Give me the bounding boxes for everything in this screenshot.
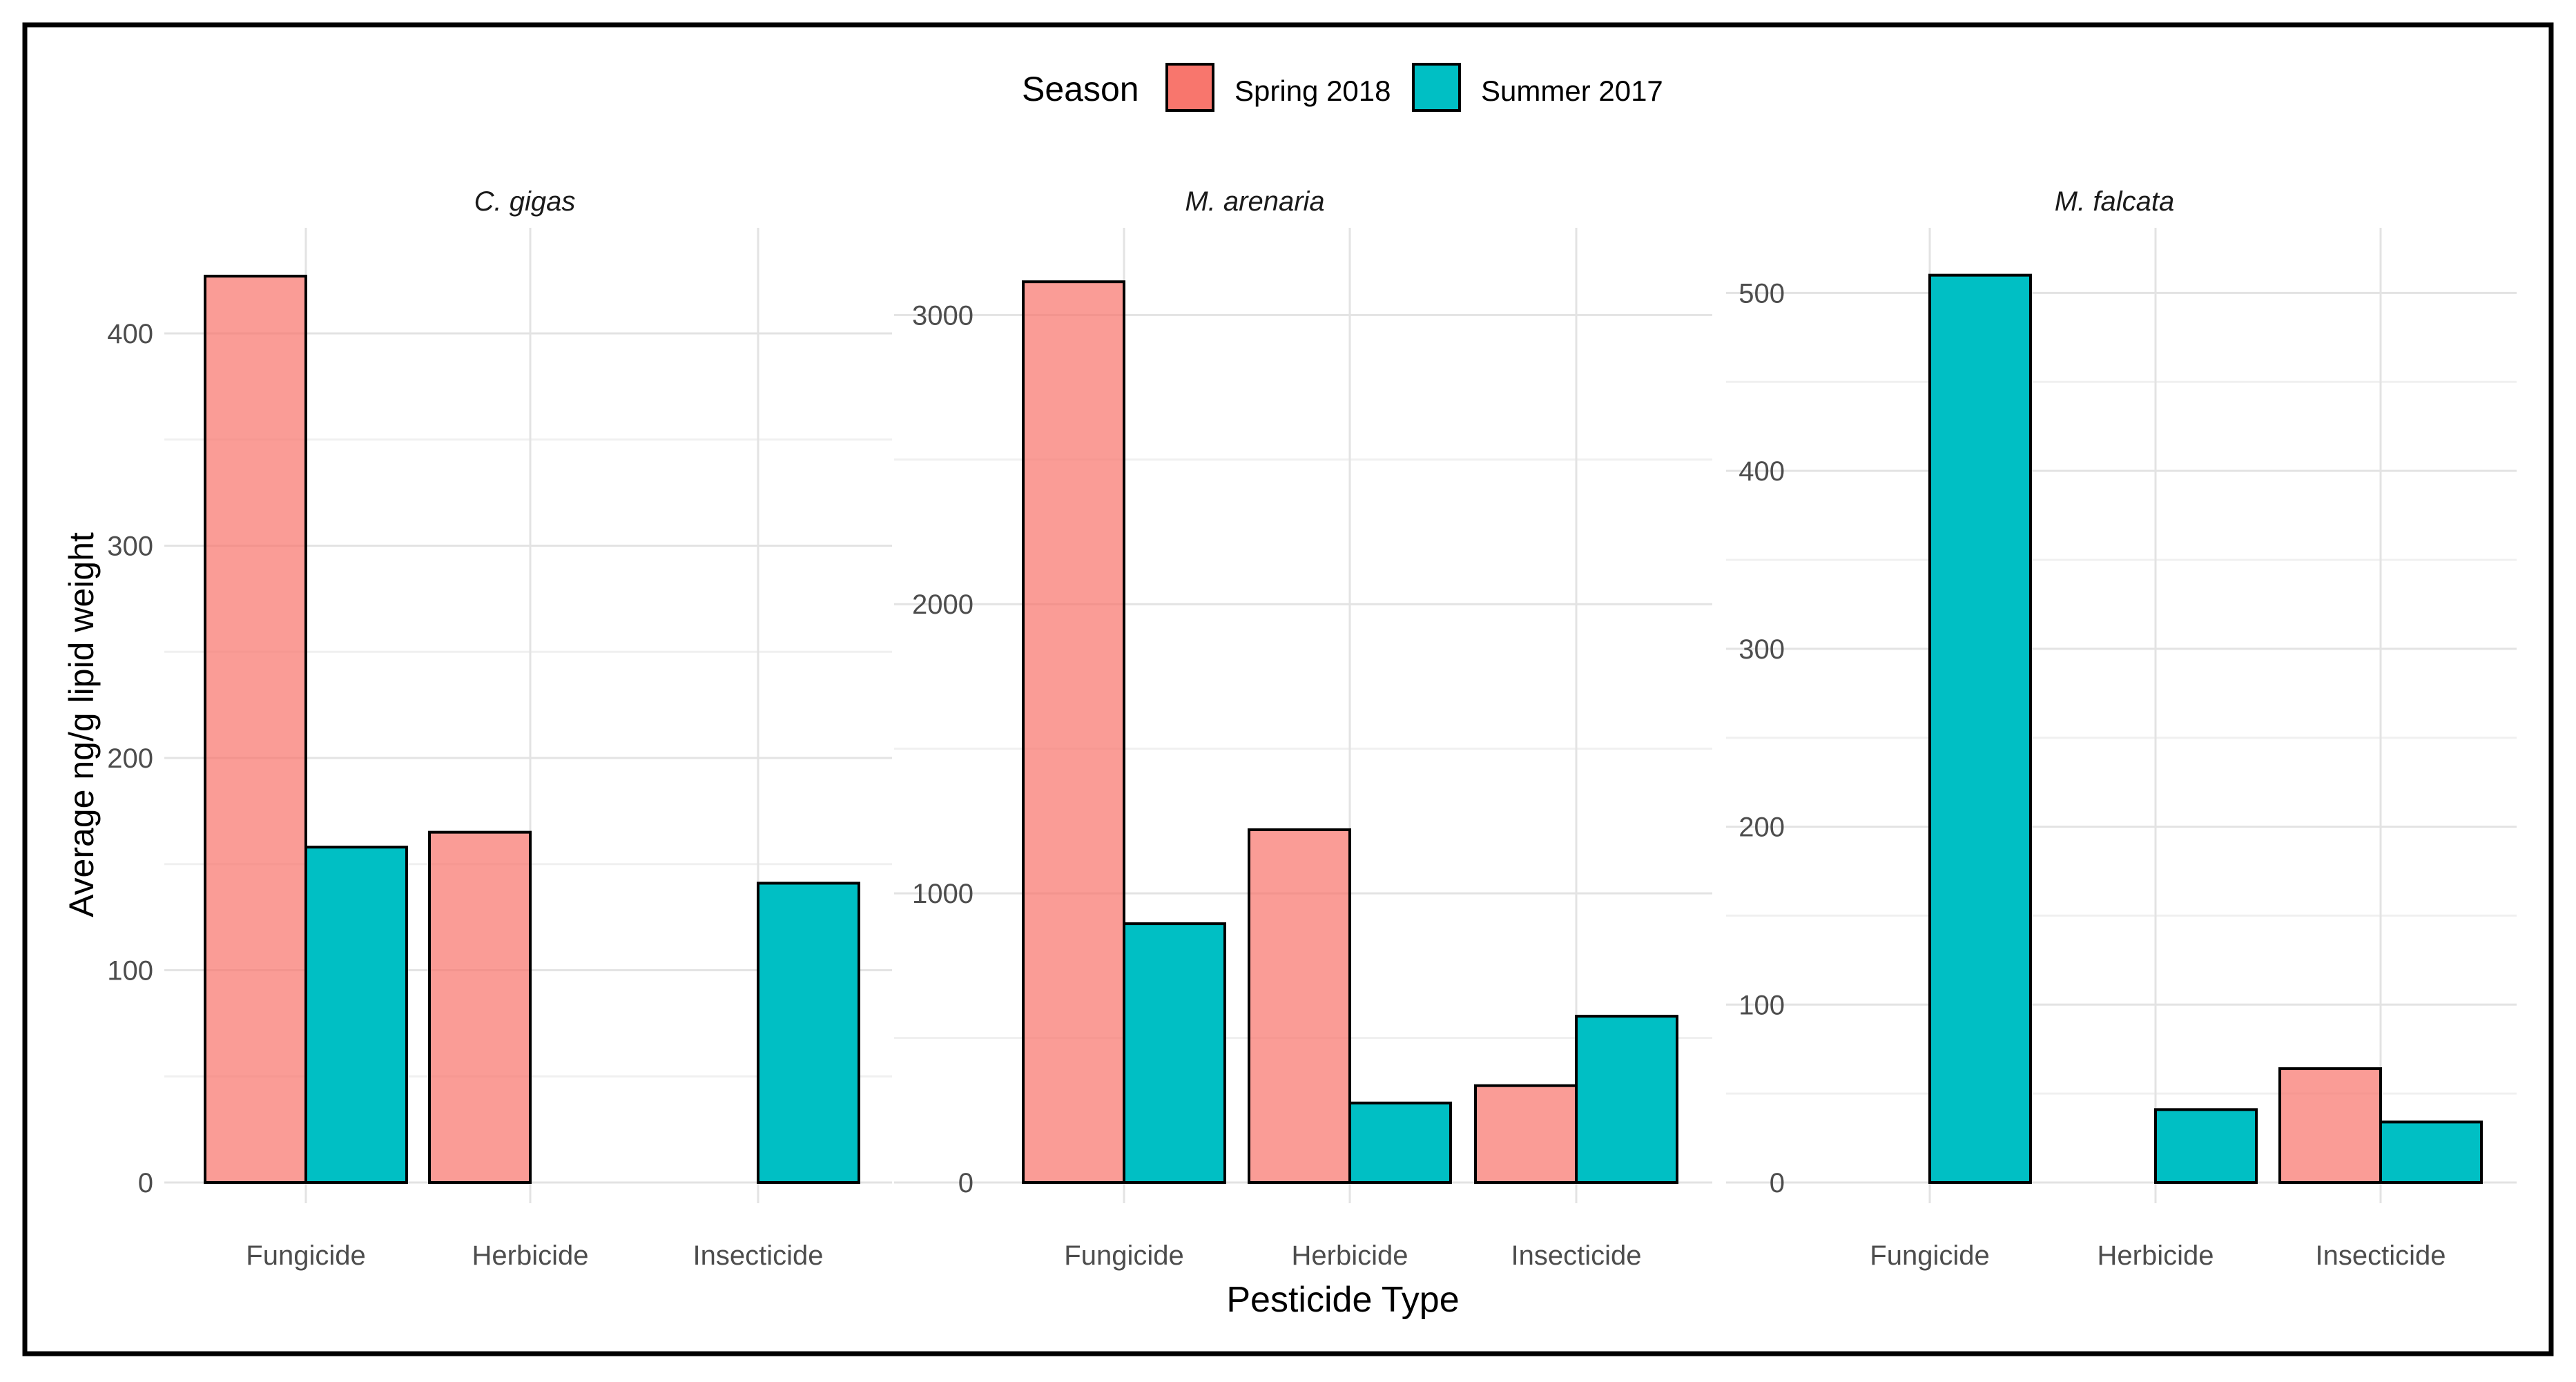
- bar-spring-2018-insecticide: [1474, 1084, 1578, 1184]
- panels: 0 100 200 300 400 Fungicide Herbicide Insectici…: [107, 186, 2517, 1271]
- panel-1: 0 100 200 300 400 Fungicide Herbicide Insectici…: [107, 186, 892, 1271]
- y-tick-label: 300: [107, 532, 153, 562]
- y-tick-label: 100: [1739, 990, 1785, 1020]
- x-tick-label: Fungicide: [1870, 1240, 1989, 1271]
- bar-summer-2017-insecticide: [1575, 1015, 1678, 1184]
- panel-title: M. arenaria: [1185, 186, 1324, 217]
- bar-spring-2018-fungicide: [204, 274, 307, 1185]
- x-axis-title: Pesticide Type: [1226, 1280, 1459, 1320]
- legend: Season Spring 2018 Summer 2017: [1022, 63, 1663, 112]
- panel-3: 0 100 200 300 400 500 Fungicide Herbicide Insect…: [1726, 186, 2517, 1271]
- bar-summer-2017-fungicide: [1928, 273, 2032, 1185]
- panel-2: 0 1000 2000 3000 Fungicide Herbicide Insectici…: [894, 186, 1712, 1271]
- y-tick-label: 2000: [912, 590, 974, 620]
- x-tick-label: Herbicide: [1292, 1240, 1408, 1271]
- bar-summer-2017-fungicide: [304, 846, 408, 1185]
- x-tick-label: Insecticide: [693, 1240, 824, 1271]
- bar-summer-2017-insecticide: [2379, 1120, 2483, 1185]
- x-tick-label: Herbicide: [2098, 1240, 2214, 1271]
- x-tick-label: Insecticide: [2316, 1240, 2446, 1271]
- bar-spring-2018-insecticide: [2278, 1067, 2382, 1185]
- y-tick-label: 500: [1739, 278, 1785, 309]
- bar-summer-2017-insecticide: [757, 882, 860, 1185]
- legend-title: Season: [1022, 70, 1139, 108]
- bar-summer-2017-herbicide: [1348, 1101, 1452, 1185]
- bar-spring-2018-herbicide: [1248, 828, 1351, 1184]
- y-tick-label: 200: [1739, 812, 1785, 843]
- bar-spring-2018-herbicide: [428, 830, 532, 1184]
- x-tick-label: Herbicide: [472, 1240, 589, 1271]
- bar-summer-2017-herbicide: [2154, 1108, 2258, 1185]
- y-tick-label: 100: [107, 956, 153, 986]
- y-tick-label: 400: [1739, 456, 1785, 487]
- y-tick-label: 400: [107, 319, 153, 349]
- y-tick-label: 0: [138, 1168, 153, 1198]
- x-tick-label: Fungicide: [246, 1240, 365, 1271]
- x-tick-label: Insecticide: [1511, 1240, 1642, 1271]
- y-tick-label: 200: [107, 743, 153, 774]
- legend-swatch-summer-2017: [1412, 63, 1461, 112]
- legend-swatch-spring-2018: [1165, 63, 1214, 112]
- y-tick-label: 1000: [912, 879, 974, 909]
- legend-label-spring-2018: Spring 2018: [1234, 75, 1391, 107]
- panel-title: C. gigas: [474, 186, 576, 217]
- panel-title: M. falcata: [2055, 186, 2174, 217]
- y-axis-title: Average ng/g lipid weight: [62, 532, 101, 917]
- bar-summer-2017-fungicide: [1123, 922, 1226, 1184]
- bar-spring-2018-fungicide: [1022, 280, 1125, 1184]
- x-tick-label: Fungicide: [1064, 1240, 1183, 1271]
- y-tick-label: 3000: [912, 300, 974, 331]
- legend-label-summer-2017: Summer 2017: [1481, 75, 1663, 107]
- y-tick-label: 0: [1770, 1168, 1785, 1198]
- y-tick-label: 300: [1739, 634, 1785, 665]
- y-tick-label: 0: [958, 1168, 974, 1198]
